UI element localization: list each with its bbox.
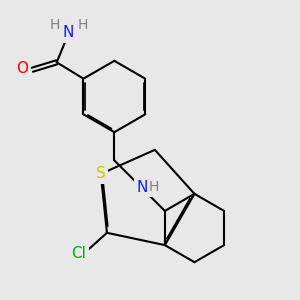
Text: N: N <box>136 180 148 195</box>
Text: H: H <box>149 180 159 194</box>
Text: H: H <box>77 18 88 32</box>
Text: O: O <box>16 61 28 76</box>
Text: S: S <box>96 167 106 182</box>
Text: H: H <box>50 18 60 32</box>
Text: N: N <box>63 25 74 40</box>
Text: Cl: Cl <box>71 246 86 261</box>
